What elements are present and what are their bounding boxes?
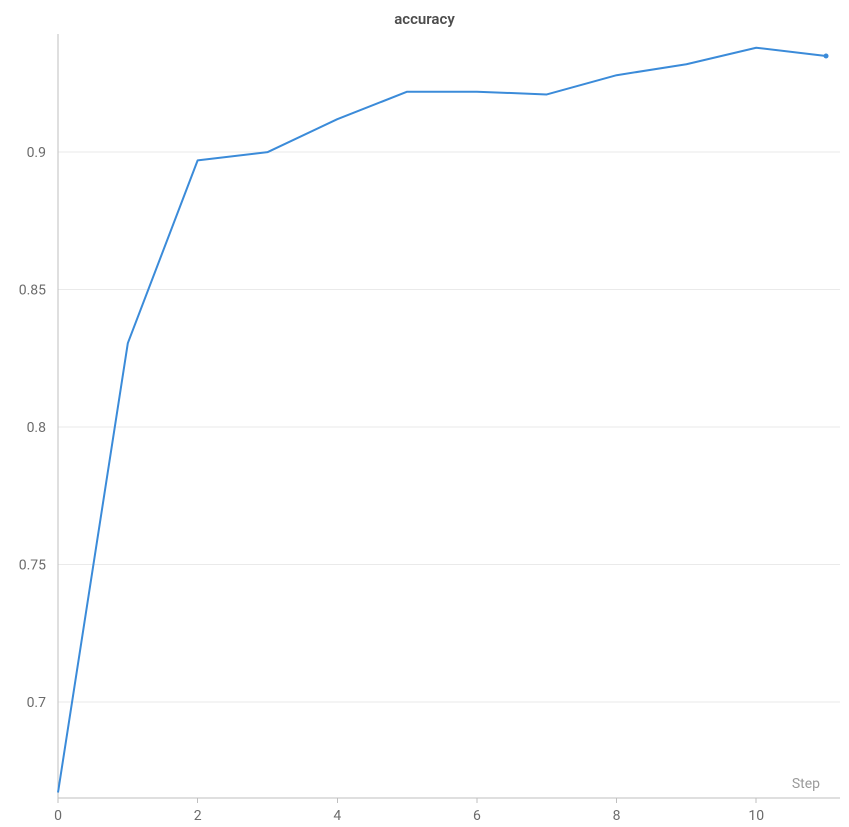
x-axis-label: Step [792, 776, 820, 792]
x-tick-label: 2 [194, 808, 202, 824]
x-tick-label: 6 [473, 808, 481, 824]
series-line-accuracy [58, 48, 826, 793]
end-marker [824, 53, 829, 58]
x-tick-label: 8 [613, 808, 621, 824]
chart-svg: 0.7 0.75 0.8 0.85 0.9 0 2 4 6 8 10 Step [0, 0, 849, 827]
x-tick-label: 4 [333, 808, 341, 824]
x-tick-label: 0 [54, 808, 62, 824]
y-tick-label: 0.9 [27, 145, 46, 161]
x-tick-label: 10 [748, 808, 764, 824]
y-tick-label: 0.7 [27, 695, 47, 711]
y-tick-label: 0.75 [19, 557, 46, 573]
accuracy-chart: accuracy 0.70.750.80.850.90246810Step [0, 0, 849, 827]
y-tick-label: 0.85 [19, 283, 46, 299]
y-tick-label: 0.8 [27, 420, 47, 436]
